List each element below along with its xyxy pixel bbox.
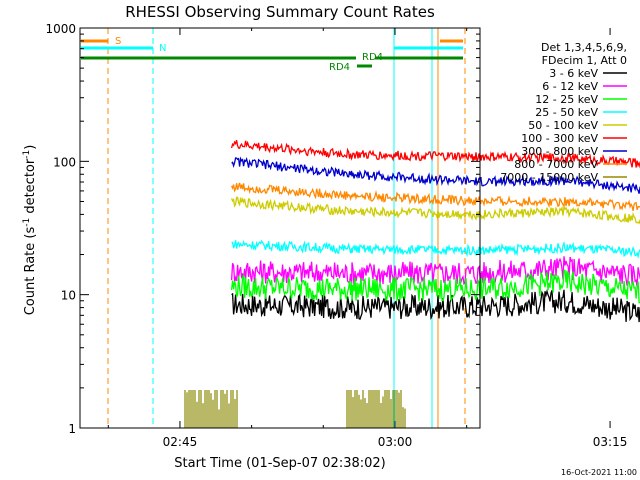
- legend-header-2: FDecim 1, Att 0: [542, 54, 627, 67]
- y-tick-label: 1: [68, 422, 76, 436]
- rd4-flag-label-2: RD4: [329, 62, 350, 73]
- series-layer: [230, 140, 640, 323]
- series-line: [231, 182, 640, 211]
- legend-header-1: Det 1,3,4,5,6,9,: [541, 41, 627, 54]
- series-line: [231, 288, 640, 323]
- legend-label: 300 - 800 keV: [521, 145, 598, 158]
- series-line: [230, 256, 640, 288]
- x-tick-label: 03:00: [378, 435, 413, 449]
- overlay-layer: S N RD4 RD4: [81, 28, 466, 428]
- plot-frame: [79, 27, 481, 429]
- legend-label: 7000 - 15000 keV: [500, 171, 598, 184]
- legend-label: 12 - 25 keV: [535, 93, 598, 106]
- timestamp: 16-Oct-2021 11:00: [561, 468, 637, 477]
- legend-label: 800 - 7000 keV: [514, 158, 598, 171]
- series-line: [230, 196, 640, 225]
- series-line: [230, 140, 640, 169]
- y-tick-label: 10: [61, 289, 76, 303]
- x-tick-label: 03:15: [593, 435, 628, 449]
- legend-label: 100 - 300 keV: [521, 132, 598, 145]
- legend-label: 50 - 100 keV: [528, 119, 598, 132]
- legend: Det 1,3,4,5,6,9, FDecim 1, Att 0 3 - 6 k…: [500, 41, 627, 184]
- rd4-flag-label: RD4: [362, 52, 383, 63]
- legend-label: 6 - 12 keV: [542, 80, 598, 93]
- night-flag-label: N: [159, 43, 166, 54]
- x-tick-label: 02:45: [163, 435, 198, 449]
- saa-flag-label: S: [115, 36, 121, 47]
- axis-ticks: 02:4503:0003:1503:3003:4504:0004:1511010…: [45, 22, 628, 449]
- series-line: [230, 269, 640, 304]
- y-axis-label: Count Rate (s-1 detector-1): [22, 145, 38, 316]
- legend-label: 25 - 50 keV: [535, 106, 598, 119]
- series-line: [231, 239, 640, 259]
- y-tick-label: 1000: [45, 22, 76, 36]
- series-line: [231, 156, 640, 194]
- y-tick-label: 100: [53, 155, 76, 169]
- chart-title: RHESSI Observing Summary Count Rates: [125, 3, 435, 21]
- x-axis-label: Start Time (01-Sep-07 02:38:02): [174, 456, 385, 471]
- legend-label: 3 - 6 keV: [549, 67, 598, 80]
